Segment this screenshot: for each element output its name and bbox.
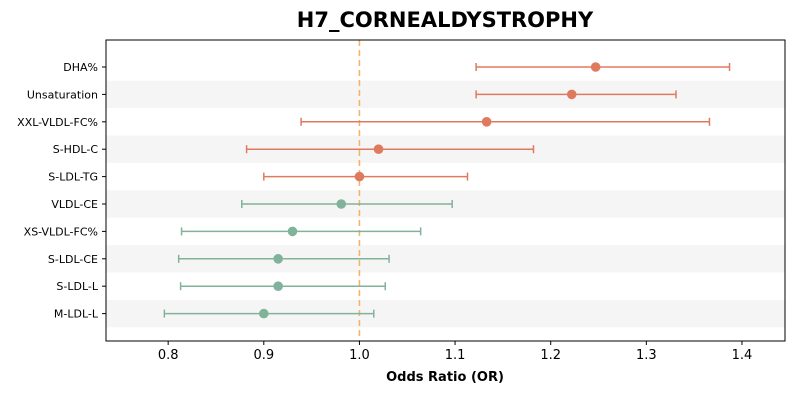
x-tick-label: 1.2 xyxy=(540,348,561,363)
row-s-ldl-ce xyxy=(177,253,390,264)
y-tick-label: XXL-VLDL-FC% xyxy=(17,116,98,129)
y-tick-label: S-LDL-TG xyxy=(48,171,98,184)
plot-frame xyxy=(105,39,786,342)
y-tick-label: S-LDL-L xyxy=(56,280,98,293)
x-tick-label: 0.8 xyxy=(158,348,179,363)
y-tick-label: XS-VLDL-FC% xyxy=(24,225,98,238)
point-estimate xyxy=(287,226,298,237)
y-tick-label: S-HDL-C xyxy=(53,143,99,156)
axes: DHA% Unsaturation XXL-VLDL-FC% S-HDL-C S-LDL… xyxy=(17,39,786,363)
x-axis-label: Odds Ratio (OR) xyxy=(386,370,504,385)
row-s-hdl-c xyxy=(245,144,535,154)
x-tick-label: 1.4 xyxy=(732,348,753,363)
point-estimate xyxy=(590,62,601,72)
row-unsaturation xyxy=(475,89,677,100)
row-s-ldl-tg xyxy=(263,171,469,182)
chart-title: H7_CORNEALDYSTROPHY xyxy=(296,8,594,32)
point-estimate xyxy=(273,281,283,292)
y-tick-label: DHA% xyxy=(63,61,98,74)
x-tick-label: 1.0 xyxy=(349,348,370,363)
row-xs-vldl-fc- xyxy=(180,226,422,237)
point-estimate xyxy=(354,171,365,182)
y-tick-label: S-LDL-CE xyxy=(48,253,98,266)
y-tick-label: M-LDL-L xyxy=(54,308,99,321)
row-m-ldl-l xyxy=(163,308,375,319)
row-xxl-vldl-fc- xyxy=(300,117,711,127)
point-estimate xyxy=(566,89,577,100)
point-estimate xyxy=(258,308,269,319)
row-s-ldl-l xyxy=(179,281,387,292)
row-band xyxy=(106,80,785,109)
point-estimate xyxy=(273,253,283,264)
x-tick-label: 1.3 xyxy=(636,348,657,363)
point-estimate xyxy=(336,199,347,209)
estimate-marks xyxy=(163,62,731,319)
y-tick-label: VLDL-CE xyxy=(51,198,98,211)
y-tick-label: Unsaturation xyxy=(27,88,98,101)
row-dha- xyxy=(475,62,731,72)
point-estimate xyxy=(481,117,492,127)
point-estimate xyxy=(373,144,384,154)
row-vldl-ce xyxy=(241,199,453,209)
x-tick-label: 1.1 xyxy=(445,348,466,363)
x-tick-label: 0.9 xyxy=(253,348,274,363)
